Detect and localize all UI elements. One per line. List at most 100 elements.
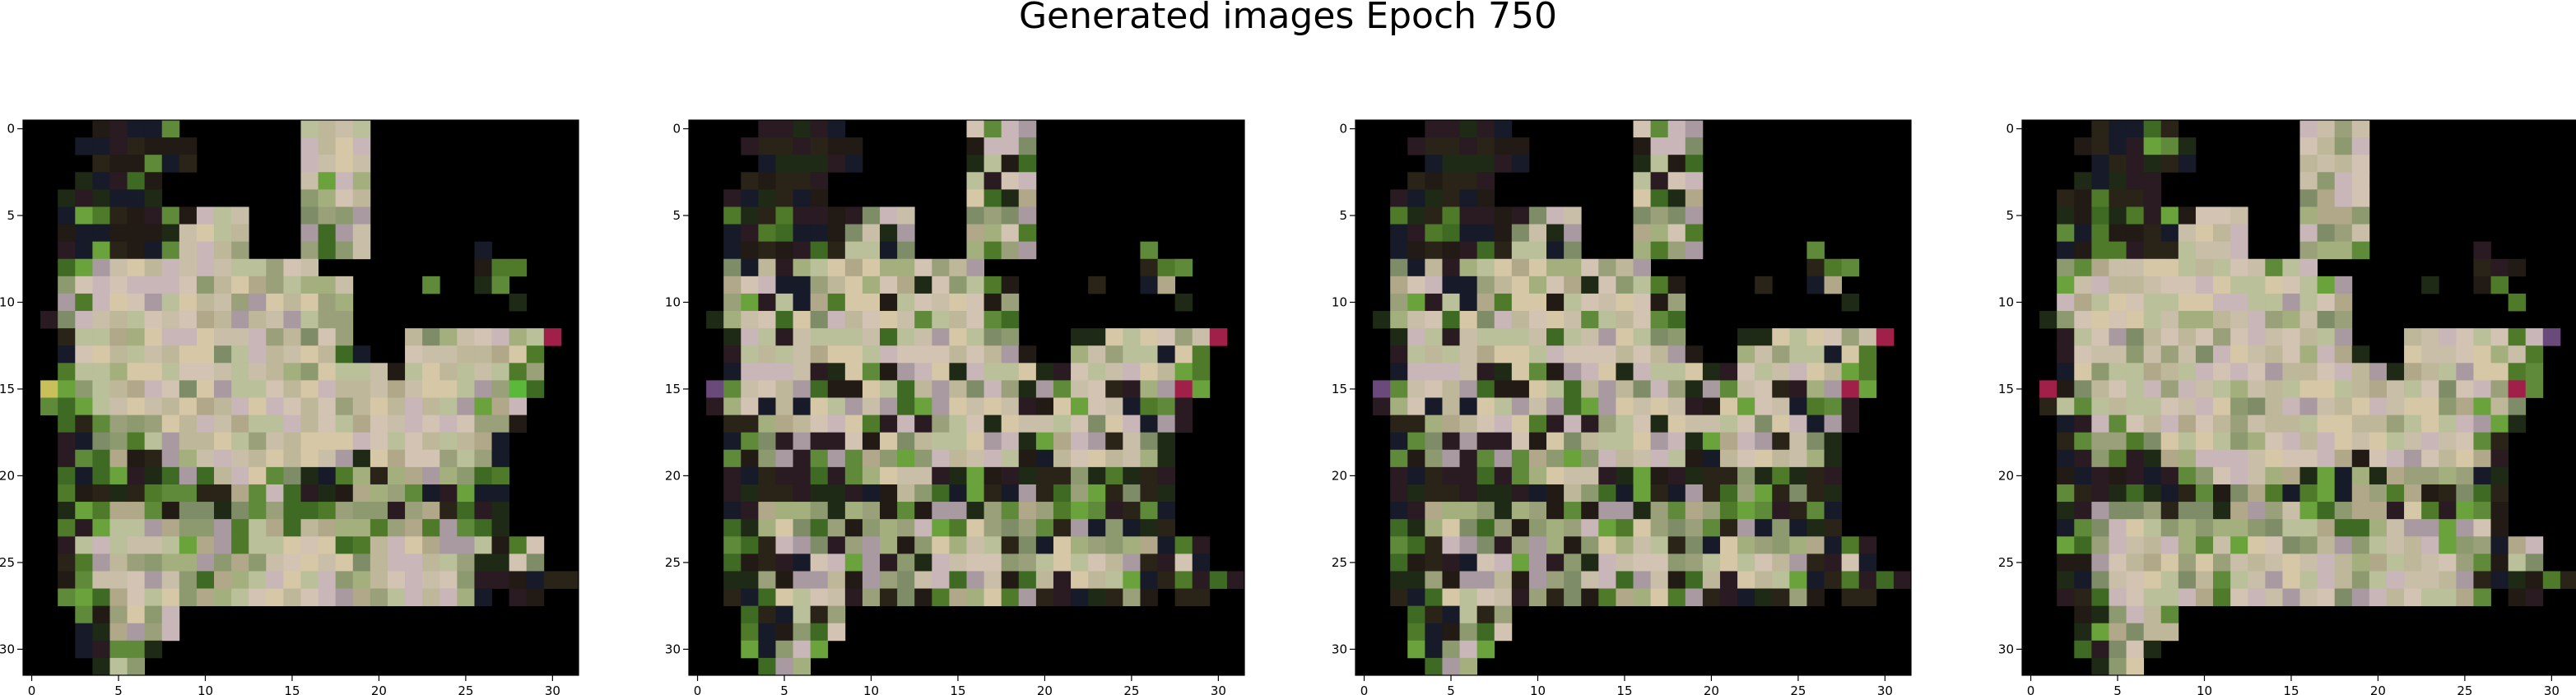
image-pixel — [1407, 640, 1425, 659]
image-pixel — [2456, 588, 2474, 607]
image-pixel — [144, 189, 163, 207]
image-pixel — [914, 571, 932, 589]
image-pixel — [439, 345, 458, 364]
image-pixel — [127, 415, 146, 433]
image-pixel — [1789, 380, 1807, 398]
image-pixel — [897, 502, 915, 520]
image-pixel — [144, 276, 163, 294]
image-pixel — [1071, 415, 1089, 433]
image-pixel — [75, 554, 93, 572]
image-pixel — [862, 224, 881, 243]
image-pixel — [880, 397, 898, 415]
image-pixel — [2334, 415, 2353, 433]
image-pixel — [2160, 155, 2179, 173]
image-pixel — [2334, 206, 2353, 225]
image-pixel — [58, 397, 76, 415]
image-pixel — [1425, 449, 1443, 468]
image-pixel — [318, 571, 337, 589]
image-pixel — [1459, 345, 1478, 364]
image-pixel — [2091, 484, 2109, 503]
image-pixel — [2525, 328, 2544, 346]
image-pixel — [1581, 484, 1599, 503]
image-pixel — [2248, 449, 2266, 468]
image-pixel — [2091, 206, 2109, 225]
image-pixel — [1737, 449, 1755, 468]
image-pixel — [2248, 363, 2266, 381]
image-pixel — [1459, 484, 1478, 503]
image-pixel — [1140, 519, 1158, 537]
image-pixel — [2074, 605, 2092, 624]
image-pixel — [422, 397, 440, 415]
image-pixel — [1598, 519, 1616, 537]
image-pixel — [92, 120, 110, 138]
image-pixel — [2178, 432, 2197, 451]
image-pixel — [1581, 554, 1599, 572]
image-pixel — [1140, 363, 1158, 381]
image-pixel — [92, 623, 110, 642]
image-pixel — [491, 258, 510, 277]
image-pixel — [1719, 536, 1738, 554]
image-pixel — [793, 623, 811, 642]
image-pixel — [2057, 397, 2075, 415]
image-pixel — [2057, 554, 2075, 572]
image-pixel — [862, 415, 881, 433]
image-pixel — [1633, 449, 1651, 468]
image-pixel — [318, 415, 337, 433]
image-pixel — [352, 432, 371, 451]
image-pixel — [2490, 449, 2509, 468]
image-pixel — [127, 293, 146, 312]
image-pixel — [300, 137, 319, 155]
image-pixel — [2473, 415, 2491, 433]
image-pixel — [1407, 623, 1425, 642]
image-pixel — [2317, 155, 2336, 173]
image-pixel — [58, 311, 76, 329]
image-pixel — [179, 519, 198, 537]
y-tick-label: 20 — [0, 468, 15, 483]
image-pixel — [793, 189, 811, 207]
image-pixel — [810, 189, 829, 207]
image-pixel — [723, 224, 742, 243]
image-pixel — [1511, 397, 1530, 415]
image-pixel — [1157, 571, 1176, 589]
image-pixel — [2265, 536, 2283, 554]
image-pixel — [2404, 380, 2422, 398]
image-pixel — [1425, 640, 1443, 659]
image-pixel — [1546, 397, 1565, 415]
image-pixel — [1459, 623, 1478, 642]
image-pixel — [283, 449, 301, 468]
image-pixel — [2091, 120, 2109, 138]
image-pixel — [1494, 466, 1513, 485]
image-pixel — [793, 571, 811, 589]
image-pixel — [2317, 536, 2336, 554]
image-pixel — [1442, 120, 1460, 138]
image-pixel — [387, 415, 406, 433]
image-pixel — [2490, 519, 2509, 537]
image-pixel — [758, 588, 776, 607]
image-pixel — [179, 345, 198, 364]
image-pixel — [723, 276, 742, 294]
image-pixel — [300, 172, 319, 190]
image-pixel — [1511, 258, 1530, 277]
image-pixel — [862, 311, 881, 329]
image-pixel — [1772, 571, 1790, 589]
image-pixel — [983, 536, 1002, 554]
image-pixel — [2248, 345, 2266, 364]
image-pixel — [161, 258, 180, 277]
image-pixel — [127, 363, 146, 381]
image-pixel — [2508, 415, 2527, 433]
image-pixel — [1476, 345, 1495, 364]
image-pixel — [949, 554, 967, 572]
image-pixel — [827, 363, 846, 381]
image-pixel — [1806, 466, 1825, 485]
image-pixel — [1564, 311, 1582, 329]
panel-frame — [688, 119, 1245, 676]
image-pixel — [1442, 311, 1460, 329]
image-pixel — [2334, 519, 2353, 537]
image-pixel — [1564, 588, 1582, 607]
image-pixel — [810, 588, 829, 607]
image-pixel — [231, 466, 249, 485]
image-pixel — [161, 605, 180, 624]
image-pixel — [2126, 293, 2145, 312]
image-pixel — [335, 137, 354, 155]
image-pixel — [723, 241, 742, 260]
